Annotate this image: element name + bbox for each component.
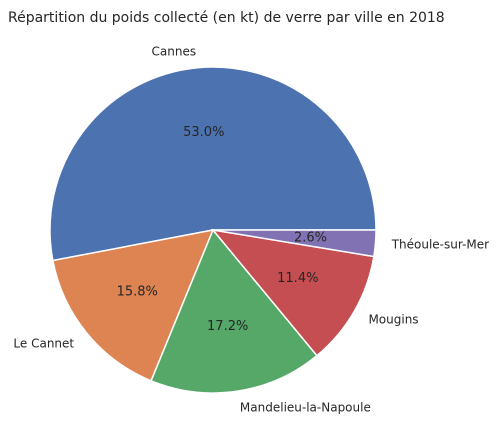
pie-slices [49, 66, 377, 394]
slice-cannes [49, 66, 377, 262]
slice-label-mougins: Mougins [368, 312, 418, 326]
slice-mougins [211, 228, 375, 357]
slice-percent-mougins: 11.4% [277, 271, 318, 286]
chart-title: Répartition du poids collecté (en kt) de… [8, 10, 445, 26]
slice-percent-cannes: 53.0% [183, 125, 224, 140]
slice-mandelieu-la-napoule [150, 228, 318, 394]
slice-label-le-cannet: Le Cannet [13, 336, 74, 350]
slice-percent-mandelieu-la-napoule: 17.2% [207, 319, 248, 334]
slice-theoule-sur-mer [212, 229, 377, 258]
slice-le-cannet [52, 229, 215, 382]
slice-label-mandelieu-la-napoule: Mandelieu-la-Napoule [240, 400, 371, 414]
pie-labels: Cannes 53.0% Le Cannet 15.8% Mandelieu-la-Na… [13, 44, 489, 414]
slice-label-cannes: Cannes [152, 44, 197, 58]
slice-percent-le-cannet: 15.8% [117, 284, 158, 299]
slice-percent-theoule-sur-mer: 2.6% [294, 230, 327, 245]
slice-label-theoule-sur-mer: Théoule-sur-Mer [391, 238, 489, 252]
